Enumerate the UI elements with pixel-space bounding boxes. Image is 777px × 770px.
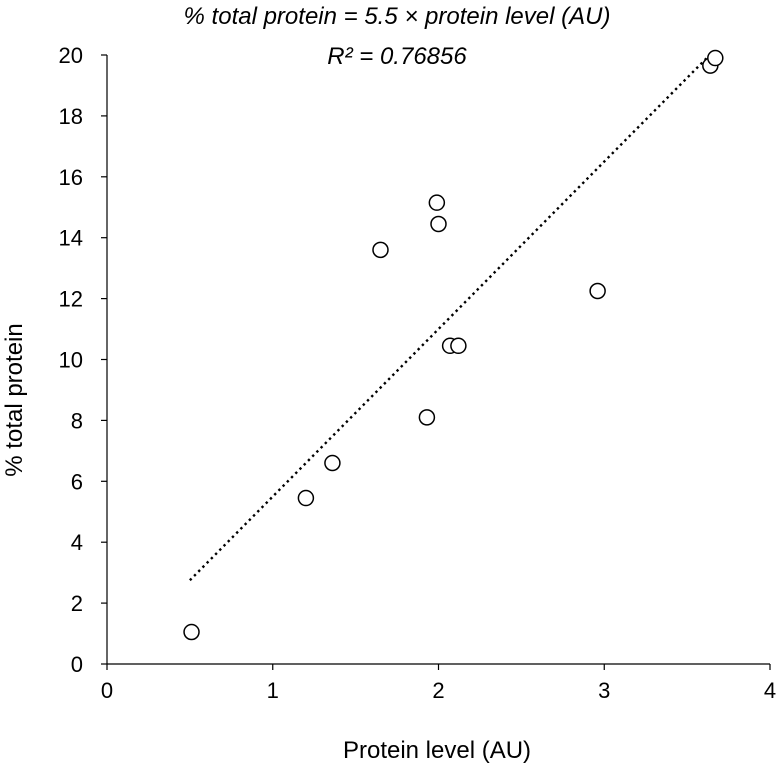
x-tick-label: 3 — [598, 678, 610, 703]
data-point — [418, 409, 436, 426]
data-point — [428, 194, 446, 211]
data-point — [589, 282, 606, 300]
x-ticks: 0 1 2 3 4 — [101, 664, 776, 703]
data-point — [183, 623, 200, 641]
y-tick-label: 16 — [59, 165, 83, 190]
y-tick-label: 12 — [59, 287, 83, 312]
y-tick-label: 2 — [71, 591, 83, 616]
equation-annotation: % total protein = 5.5 × protein level (A… — [184, 3, 611, 30]
x-tick-label: 4 — [764, 678, 776, 703]
y-tick-label: 4 — [71, 530, 83, 555]
y-axis-title: % total protein — [1, 323, 28, 476]
y-tick-label: 20 — [59, 43, 83, 68]
x-tick-label: 0 — [101, 678, 113, 703]
y-tick-label: 18 — [59, 104, 83, 129]
data-point — [297, 489, 315, 507]
y-tick-label: 14 — [59, 226, 83, 251]
y-ticks: 0 2 4 6 8 10 12 14 16 18 20 — [59, 43, 107, 677]
data-point — [372, 241, 389, 259]
data-points — [183, 49, 724, 641]
data-point — [324, 454, 341, 472]
x-axis-title: Protein level (AU) — [343, 737, 531, 764]
data-point — [707, 49, 724, 67]
y-tick-label: 0 — [71, 652, 83, 677]
trendline — [189, 56, 708, 582]
x-tick-label: 1 — [267, 678, 279, 703]
y-tick-label: 6 — [71, 469, 83, 494]
y-tick-label: 10 — [59, 348, 83, 373]
r-squared-annotation: R² = 0.76856 — [327, 43, 467, 70]
axes — [106, 55, 770, 665]
data-point — [450, 337, 467, 355]
data-point — [430, 215, 447, 233]
x-tick-label: 2 — [432, 678, 444, 703]
y-tick-label: 8 — [71, 408, 83, 433]
